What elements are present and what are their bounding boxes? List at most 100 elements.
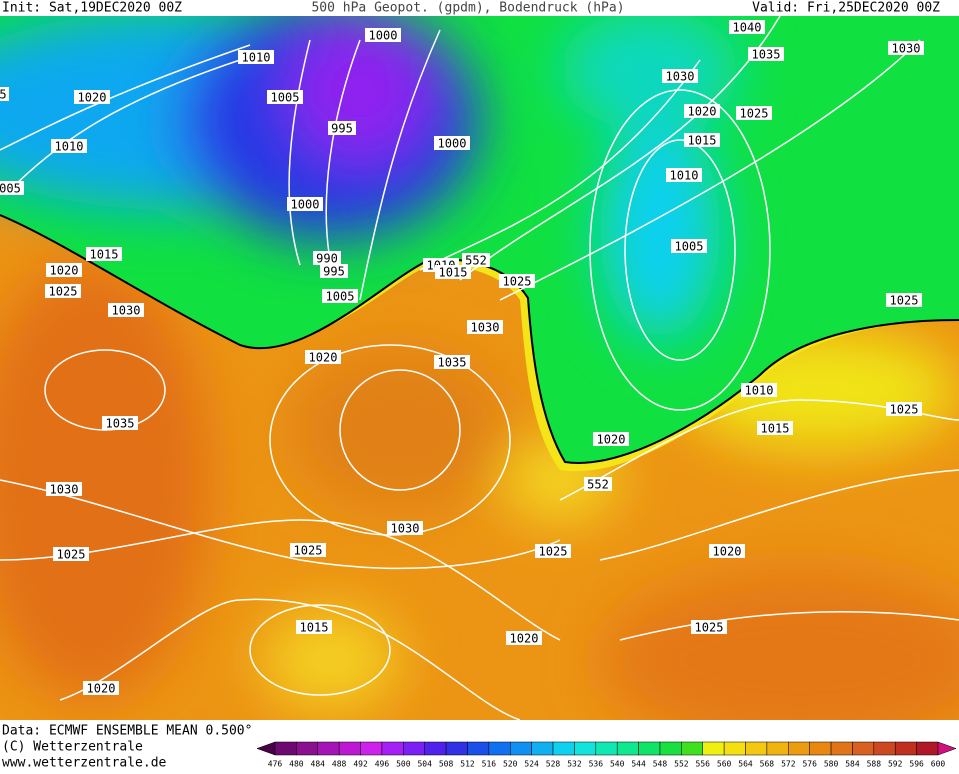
colorbar-label: 508 bbox=[439, 760, 454, 769]
isobar-label: 995 bbox=[323, 265, 345, 279]
colorbar-label: 572 bbox=[781, 760, 796, 769]
isobar-label-box bbox=[267, 90, 303, 104]
colorbar-cell bbox=[424, 741, 447, 756]
colorbar-cell bbox=[595, 741, 618, 756]
isobar-label: 1015 bbox=[300, 621, 329, 635]
isobar-label: 552 bbox=[587, 478, 609, 492]
colorbar-label: 488 bbox=[332, 760, 347, 769]
colorbar-label: 528 bbox=[546, 760, 561, 769]
colorbar-cell bbox=[766, 741, 789, 756]
isobar-label-box bbox=[287, 197, 323, 211]
colorbar-cell bbox=[510, 741, 532, 756]
isobar-label: 005 bbox=[0, 182, 21, 196]
isobar-label: 1020 bbox=[510, 632, 539, 646]
isobar-label-box bbox=[45, 284, 81, 298]
colorbar-label: 476 bbox=[268, 760, 283, 769]
isobar-label-box bbox=[322, 289, 358, 303]
colorbar-label: 480 bbox=[289, 760, 304, 769]
isobar-label: 1025 bbox=[503, 275, 532, 289]
isobar-label: 1035 bbox=[106, 417, 135, 431]
valid-time: Valid: Fri,25DEC2020 00Z bbox=[752, 1, 940, 16]
isobar-label-box bbox=[434, 355, 470, 369]
map-title: 500 hPa Geopot. (gpdm), Bodendruck (hPa) bbox=[311, 1, 624, 16]
isobar-label-box bbox=[434, 136, 470, 150]
isobar-label: 1025 bbox=[539, 545, 568, 559]
colorbar-cell bbox=[531, 741, 554, 756]
colorbar-cell bbox=[616, 741, 639, 756]
isobar-label: 1020 bbox=[87, 682, 116, 696]
isobar-label: 552 bbox=[465, 254, 487, 268]
isobar-label: 1025 bbox=[57, 548, 86, 562]
colorbar-cell bbox=[894, 741, 917, 756]
isobar-label-box bbox=[757, 421, 793, 435]
isobar-label-box bbox=[108, 303, 144, 317]
colorbar-label: 552 bbox=[674, 760, 689, 769]
colorbar-label: 532 bbox=[567, 760, 582, 769]
isobar-label-box bbox=[238, 50, 274, 64]
isobar-label: 1030 bbox=[666, 70, 695, 84]
isobar-label: 1030 bbox=[892, 42, 921, 56]
isobar-label-box bbox=[74, 90, 110, 104]
isobar-label-box bbox=[320, 264, 348, 278]
isobar-label-box bbox=[51, 139, 87, 153]
isobar-label-box bbox=[0, 87, 9, 101]
colorbar: 476 480 484 488 492 496 500 504 508 512 516 520 524 5… bbox=[256, 741, 957, 769]
isobar-label: 1025 bbox=[740, 107, 769, 121]
isobar-label-box bbox=[467, 320, 503, 334]
isobar-label-box bbox=[729, 20, 765, 34]
colorbar-label: 496 bbox=[375, 760, 390, 769]
isobar-label: 1010 bbox=[745, 384, 774, 398]
header: Init: Sat,19DEC2020 00Z 500 hPa Geopot. … bbox=[0, 0, 959, 16]
colorbar-cell bbox=[467, 741, 490, 756]
isobar-label: 1035 bbox=[752, 48, 781, 62]
colorbar-cell bbox=[296, 741, 319, 756]
colorbar-label: 592 bbox=[888, 760, 903, 769]
colorbar-cell bbox=[574, 741, 597, 756]
isobar-label-box bbox=[506, 631, 542, 645]
colorbar-label: 560 bbox=[717, 760, 732, 769]
colorbar-cell bbox=[659, 741, 682, 756]
isobar-label-box bbox=[584, 477, 612, 491]
footer-copyright: (C) Wetterzentrale bbox=[2, 740, 143, 755]
init-time: Init: Sat,19DEC2020 00Z bbox=[2, 1, 182, 16]
colorbar-label: 512 bbox=[460, 760, 475, 769]
isobar-label: 1030 bbox=[471, 321, 500, 335]
isobar-label-box bbox=[328, 121, 356, 135]
isobar-label: 1015 bbox=[688, 134, 717, 148]
colorbar-label: 540 bbox=[610, 760, 625, 769]
isobar-label-box bbox=[0, 181, 24, 195]
isobar-label-box bbox=[462, 253, 490, 267]
isobar-label-box bbox=[102, 416, 138, 430]
isobar-label: 1025 bbox=[890, 403, 919, 417]
footer-url: www.wetterzentrale.de bbox=[2, 756, 167, 771]
colorbar-cell bbox=[338, 741, 361, 756]
colorbar-label: 484 bbox=[311, 760, 326, 769]
isobar-label: 1035 bbox=[438, 356, 467, 370]
isobar-label: 1005 bbox=[675, 240, 704, 254]
isobar-label-box bbox=[888, 41, 924, 55]
isobar-label: 1005 bbox=[271, 91, 300, 105]
isobar-label: 5 bbox=[0, 88, 7, 102]
isobar-label: 1020 bbox=[78, 91, 107, 105]
isobar-label-box bbox=[748, 47, 784, 61]
header-background bbox=[0, 0, 959, 16]
isobar-label: 1025 bbox=[294, 544, 323, 558]
colorbar-cell bbox=[360, 741, 383, 756]
isobar-label-box bbox=[535, 544, 571, 558]
colorbar-cell bbox=[745, 741, 768, 756]
isobar-label-box bbox=[290, 543, 326, 557]
isobar-label: 1000 bbox=[438, 137, 467, 151]
colorbar-label: 520 bbox=[503, 760, 518, 769]
isobar-label: 1020 bbox=[309, 351, 338, 365]
colorbar-cell bbox=[488, 741, 511, 756]
colorbar-label: 564 bbox=[738, 760, 753, 769]
colorbar-label: 504 bbox=[417, 760, 432, 769]
colorbar-label: 524 bbox=[524, 760, 539, 769]
colorbar-label: 600 bbox=[931, 760, 946, 769]
colorbar-label: 492 bbox=[353, 760, 368, 769]
isobar-label: 990 bbox=[316, 252, 338, 266]
isobar-label-box bbox=[741, 383, 777, 397]
